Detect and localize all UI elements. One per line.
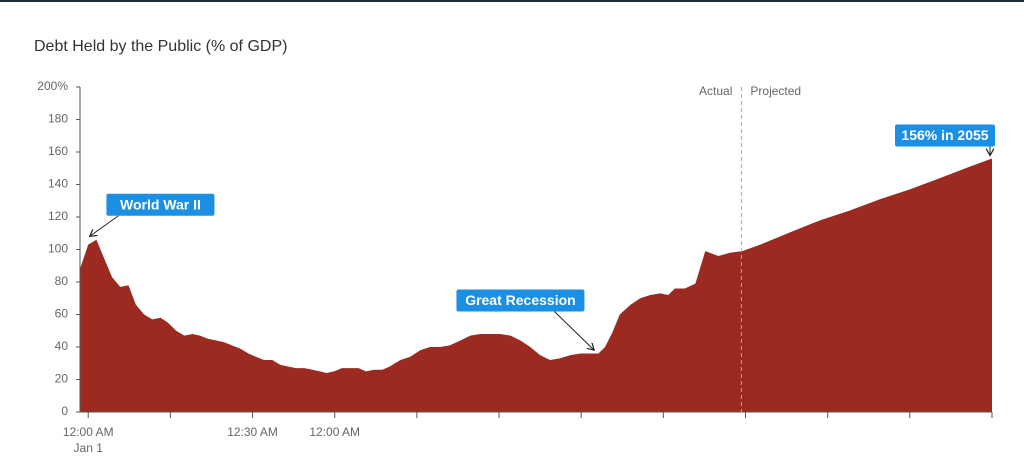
y-tick-label: 80 [55,274,69,288]
x-tick-label: 12:30 AM [227,425,278,439]
y-tick-label: 180 [48,112,68,126]
annotation-arrow [90,215,119,236]
y-tick-label: 20 [55,372,69,386]
y-tick-label: 120 [48,209,68,223]
y-tick-label: 40 [55,339,69,353]
area [80,158,992,412]
annotation-text: 156% in 2055 [901,127,988,143]
y-tick-label: 140 [48,177,68,191]
y-tick-label: 0 [61,404,68,418]
divider-right-label: Projected [750,84,801,98]
annotation-box [895,124,995,147]
annotation-box [456,289,585,312]
y-tick-label: 60 [55,307,69,321]
x-tick-label: 12:00 AM [63,425,114,439]
y-tick-label: 100 [48,242,68,256]
annotation-box [106,193,215,216]
annotation-text: World War II [120,196,201,212]
y-tick-label: 200% [37,79,68,93]
top-bar [0,0,1024,2]
y-tick-label: 160 [48,144,68,158]
annotation-arrow [554,311,593,350]
divider-left-label: Actual [699,84,732,98]
x-tick-label: 12:00 AM [309,425,360,439]
chart-title: Debt Held by the Public (% of GDP) [34,38,287,55]
x-tick-label: Jan 1 [74,441,104,455]
annotation-text: Great Recession [465,292,576,308]
